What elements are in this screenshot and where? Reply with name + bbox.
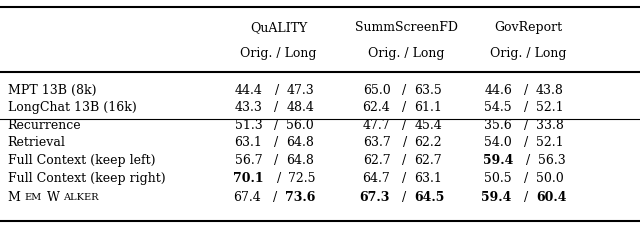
Text: 70.1: 70.1 xyxy=(233,172,264,185)
Text: /: / xyxy=(399,119,411,132)
Text: 64.8: 64.8 xyxy=(286,154,314,167)
Text: 47.3: 47.3 xyxy=(286,84,314,97)
Text: Retrieval: Retrieval xyxy=(8,136,65,149)
Text: 62.2: 62.2 xyxy=(414,136,442,149)
Text: /: / xyxy=(520,101,532,114)
Text: 44.6: 44.6 xyxy=(484,84,512,97)
Text: 43.8: 43.8 xyxy=(536,84,564,97)
Text: 59.4: 59.4 xyxy=(481,190,511,204)
Text: /: / xyxy=(520,172,532,185)
Text: /: / xyxy=(271,119,283,132)
Text: /: / xyxy=(399,101,411,114)
Text: 51.3: 51.3 xyxy=(235,119,262,132)
Text: ALKER: ALKER xyxy=(63,193,99,202)
Text: 72.5: 72.5 xyxy=(288,172,316,185)
Text: 63.1: 63.1 xyxy=(234,136,262,149)
Text: /: / xyxy=(522,154,534,167)
Text: Orig. / Long: Orig. / Long xyxy=(368,46,445,60)
Text: LongChat 13B (16k): LongChat 13B (16k) xyxy=(8,101,136,114)
Text: /: / xyxy=(520,84,532,97)
Text: 63.7: 63.7 xyxy=(363,136,390,149)
Text: 43.3: 43.3 xyxy=(234,101,262,114)
Text: 63.1: 63.1 xyxy=(414,172,442,185)
Text: Recurrence: Recurrence xyxy=(8,119,81,132)
Text: 50.0: 50.0 xyxy=(536,172,564,185)
Text: 59.4: 59.4 xyxy=(483,154,513,167)
Text: 45.4: 45.4 xyxy=(414,119,442,132)
Text: /: / xyxy=(520,119,532,132)
Text: /: / xyxy=(399,172,411,185)
Text: 64.7: 64.7 xyxy=(363,172,390,185)
Text: 64.8: 64.8 xyxy=(286,136,314,149)
Text: 62.7: 62.7 xyxy=(363,154,390,167)
Text: 54.5: 54.5 xyxy=(484,101,512,114)
Text: 67.4: 67.4 xyxy=(233,190,260,204)
Text: QuALITY: QuALITY xyxy=(250,21,307,34)
Text: Orig. / Long: Orig. / Long xyxy=(240,46,317,60)
Text: 54.0: 54.0 xyxy=(484,136,512,149)
Text: /: / xyxy=(520,136,532,149)
Text: /: / xyxy=(271,84,283,97)
Text: 56.7: 56.7 xyxy=(235,154,262,167)
Text: /: / xyxy=(270,154,283,167)
Text: /: / xyxy=(520,190,532,204)
Text: 48.4: 48.4 xyxy=(286,101,314,114)
Text: EM: EM xyxy=(24,193,42,202)
Text: GovReport: GovReport xyxy=(494,21,562,34)
Text: M: M xyxy=(8,190,20,204)
Text: /: / xyxy=(399,84,411,97)
Text: MPT 13B (8k): MPT 13B (8k) xyxy=(8,84,96,97)
Text: SummScreenFD: SummScreenFD xyxy=(355,21,458,34)
Text: 50.5: 50.5 xyxy=(484,172,512,185)
Text: 35.6: 35.6 xyxy=(484,119,512,132)
Text: 52.1: 52.1 xyxy=(536,136,564,149)
Text: Orig. / Long: Orig. / Long xyxy=(490,46,566,60)
Text: 61.1: 61.1 xyxy=(414,101,442,114)
Text: 64.5: 64.5 xyxy=(414,190,445,204)
Text: 63.5: 63.5 xyxy=(414,84,442,97)
Text: /: / xyxy=(399,136,411,149)
Text: /: / xyxy=(271,101,283,114)
Text: /: / xyxy=(399,190,411,204)
Text: Full Context (keep right): Full Context (keep right) xyxy=(8,172,165,185)
Text: W: W xyxy=(47,190,60,204)
Text: Full Context (keep left): Full Context (keep left) xyxy=(8,154,155,167)
Text: 47.7: 47.7 xyxy=(363,119,390,132)
Text: 52.1: 52.1 xyxy=(536,101,564,114)
Text: 62.7: 62.7 xyxy=(414,154,442,167)
Text: 33.8: 33.8 xyxy=(536,119,564,132)
Text: 73.6: 73.6 xyxy=(285,190,315,204)
Text: /: / xyxy=(271,136,283,149)
Text: 56.0: 56.0 xyxy=(286,119,314,132)
Text: 65.0: 65.0 xyxy=(363,84,390,97)
Text: 67.3: 67.3 xyxy=(359,190,390,204)
Text: 44.4: 44.4 xyxy=(235,84,262,97)
Text: 56.3: 56.3 xyxy=(538,154,565,167)
Text: 62.4: 62.4 xyxy=(363,101,390,114)
Text: /: / xyxy=(399,154,411,167)
Text: /: / xyxy=(273,172,285,185)
Text: /: / xyxy=(269,190,281,204)
Text: 60.4: 60.4 xyxy=(536,190,566,204)
